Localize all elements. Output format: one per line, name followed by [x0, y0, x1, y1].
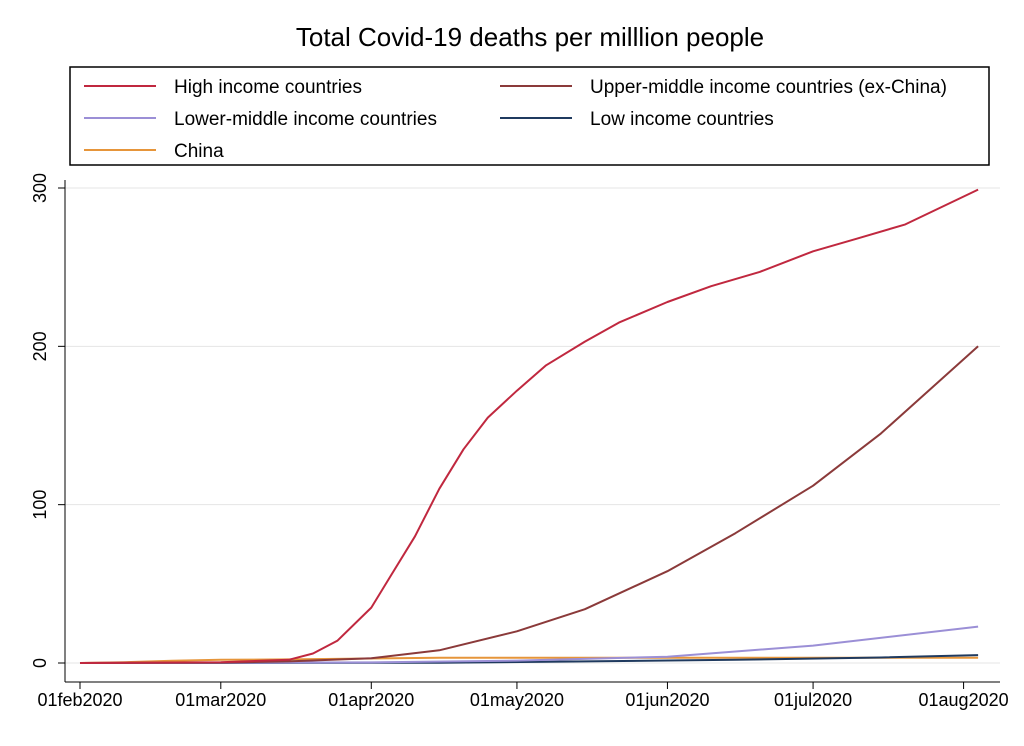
series-line: [79, 188, 979, 664]
y-tick-label: 0: [30, 658, 50, 668]
x-ticks: 01feb2020 01mar2020 01apr2020 01may2020 01ju…: [37, 682, 1009, 710]
axes: [64, 180, 1000, 683]
gridlines: [65, 187, 1000, 664]
y-ticks: 0 100 200 300: [30, 173, 65, 668]
x-tick-label: 01may2020: [470, 690, 564, 710]
chart-title: Total Covid-19 deaths per milllion peopl…: [296, 22, 764, 52]
x-tick-label: 01jun2020: [625, 690, 709, 710]
series-line: [79, 625, 979, 664]
x-tick-label: 01apr2020: [328, 690, 414, 710]
legend-label: China: [174, 141, 224, 162]
x-tick-label: 01mar2020: [175, 690, 266, 710]
series-line: [79, 345, 979, 664]
y-tick-label: 100: [30, 490, 50, 520]
legend-box: [69, 66, 990, 166]
legend-label: High income countries: [174, 77, 362, 98]
legend-label: Low income countries: [590, 109, 774, 130]
legend-label: Upper-middle income countries (ex-China): [590, 77, 947, 98]
x-tick-label: 01jul2020: [774, 690, 852, 710]
x-tick-label: 01aug2020: [919, 690, 1009, 710]
y-tick-label: 200: [30, 331, 50, 361]
y-tick-label: 300: [30, 173, 50, 203]
legend: High income countries Upper-middle income…: [69, 66, 990, 166]
series-lines: [79, 188, 979, 664]
x-tick-label: 01feb2020: [37, 690, 122, 710]
legend-label: Lower-middle income countries: [174, 109, 437, 130]
